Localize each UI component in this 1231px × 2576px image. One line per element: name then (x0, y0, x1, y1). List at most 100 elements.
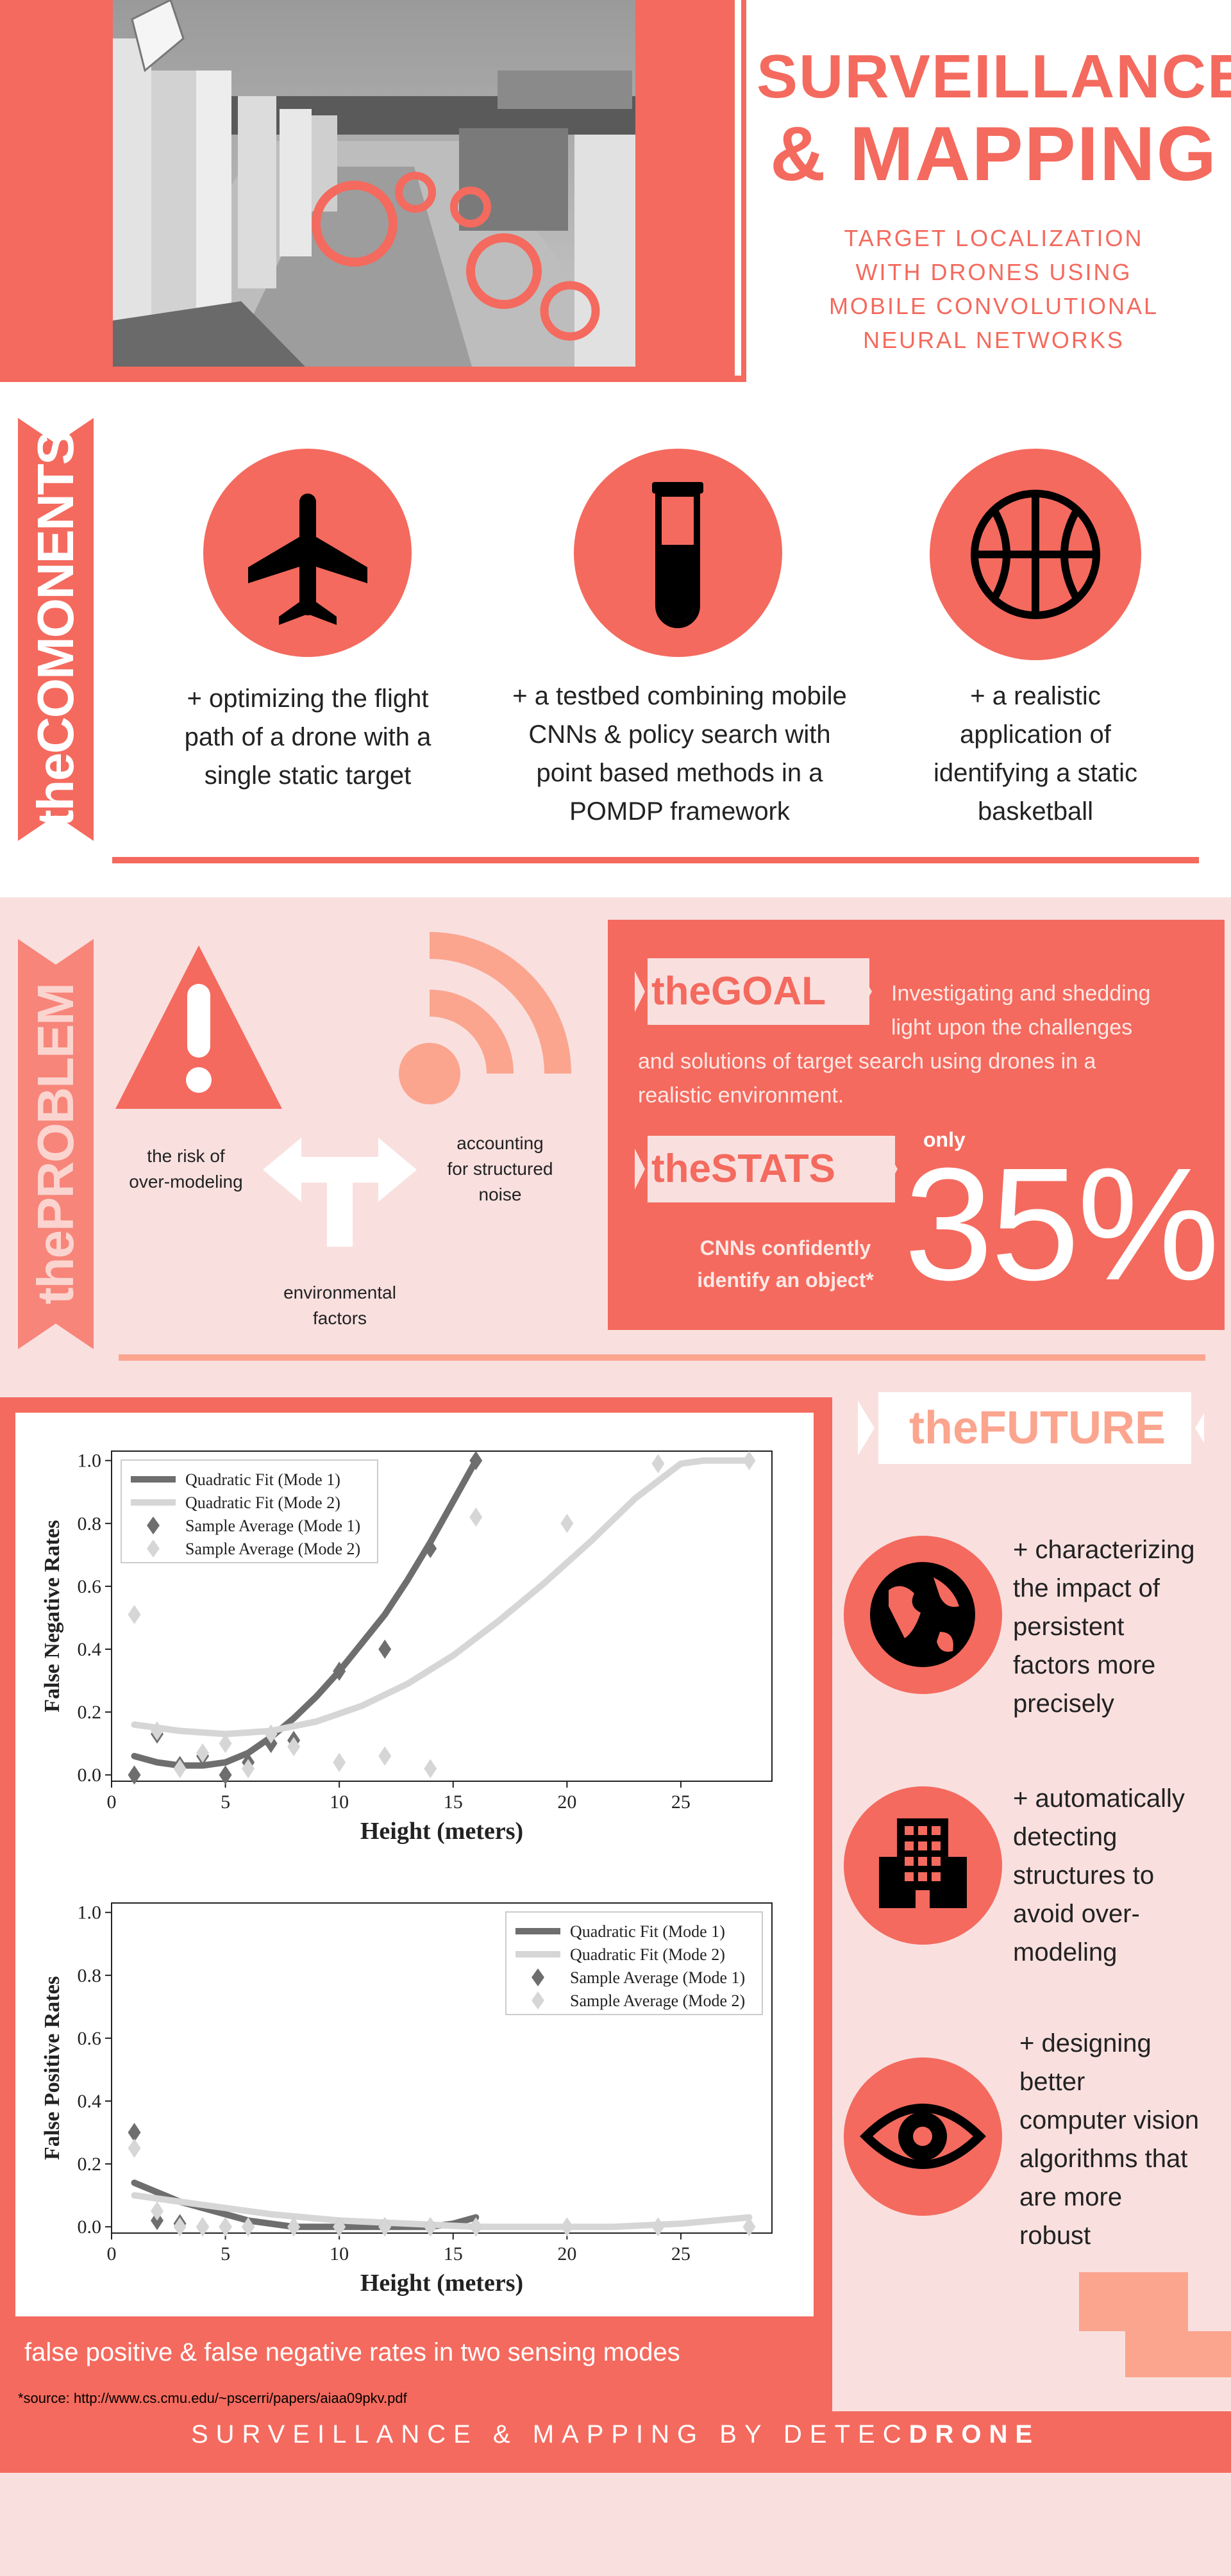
future-line: are more (1019, 2183, 1123, 2211)
x-axis-label: Height (meters) (360, 2270, 523, 2297)
legend-label: Quadratic Fit (Mode 1) (185, 1470, 340, 1489)
footer-credit: SURVEILLANCE & MAPPING BY DETECDRONE (0, 2411, 1231, 2452)
subtitle-line: NEURAL NETWORKS (863, 327, 1125, 353)
future-line: + automatically (1013, 1784, 1185, 1813)
title-line-2: & MAPPING (769, 111, 1218, 197)
sample-point (651, 1454, 665, 1474)
sample-point (469, 1508, 483, 1527)
sample-point (151, 1721, 164, 1741)
y-tick-label: 0.6 (78, 1576, 102, 1597)
sample-point (264, 1724, 278, 1744)
label-line: factors (312, 1308, 367, 1328)
future-line: modeling (1013, 1938, 1118, 1966)
y-axis-label: False Negative Rates (40, 1520, 64, 1712)
problem-banner-label: thePROBLEM (27, 984, 84, 1304)
legend-label: Quadratic Fit (Mode 1) (570, 1922, 725, 1941)
subtitle-line: TARGET LOCALIZATION (844, 225, 1144, 251)
footer-credit-bold: DRONE (909, 2420, 1041, 2448)
legend-label: Sample Average (Mode 2) (570, 1991, 745, 2010)
sample-point (378, 2217, 392, 2237)
future-line: structures to (1013, 1861, 1155, 1890)
subtitle: TARGET LOCALIZATION WITH DRONES USING MO… (789, 221, 1199, 357)
x-tick-label: 15 (444, 2243, 463, 2264)
sample-point (333, 1752, 346, 1772)
component-icon-circle (574, 449, 782, 657)
warning-icon (115, 945, 282, 1109)
subtitle-line: MOBILE CONVOLUTIONAL (828, 293, 1159, 319)
sample-point (378, 1640, 392, 1659)
component-line: application of (960, 720, 1111, 749)
legend-swatch (532, 1968, 544, 1986)
future-line: the impact of (1013, 1574, 1160, 1602)
x-axis-label: Height (meters) (360, 1818, 523, 1845)
problem-divider (119, 1354, 1205, 1361)
sample-point (219, 2217, 232, 2237)
future-text-2: + automatically detecting structures to … (1013, 1779, 1225, 1972)
sample-point (173, 2217, 187, 2237)
future-line: detecting (1013, 1823, 1118, 1851)
footer-band: SURVEILLANCE & MAPPING BY DETECDRONE (0, 2411, 1231, 2473)
legend-swatch (147, 1517, 160, 1534)
sample-point (469, 1450, 483, 1470)
x-tick-label: 5 (221, 1791, 230, 1813)
x-tick-label: 20 (557, 2243, 576, 2264)
title-line-1: SURVEILLANCE (757, 42, 1231, 111)
future-line: better (1019, 2068, 1085, 2096)
goal-line: and solutions of target search using dro… (638, 1049, 1096, 1074)
x-tick-label: 25 (671, 1791, 691, 1813)
x-tick-label: 5 (221, 2243, 230, 2264)
label-line: accounting (456, 1133, 544, 1153)
sample-point (469, 2217, 483, 2237)
component-line: basketball (977, 797, 1094, 826)
label-line: the risk of (147, 1146, 225, 1166)
deco-block-upper (1079, 2272, 1188, 2331)
future-text-1: + characterizing the impact of persisten… (1013, 1531, 1225, 1723)
x-tick-label: 10 (330, 1791, 349, 1813)
stats-prefix: only (923, 1128, 966, 1151)
sample-point (287, 1737, 301, 1757)
x-tick-label: 0 (107, 1791, 117, 1813)
y-tick-label: 1.0 (78, 1902, 102, 1924)
component-line: + a realistic (970, 682, 1101, 710)
future-line: avoid over- (1013, 1900, 1140, 1928)
label-line: environmental (283, 1283, 396, 1302)
sample-point (173, 1759, 187, 1779)
y-tick-label: 0.6 (78, 2028, 102, 2049)
test-tube-icon (652, 482, 703, 628)
building-icon (879, 1818, 967, 1908)
header-divider-line (735, 0, 741, 376)
stats-caption: CNNs confidently identify an object* (680, 1232, 891, 1296)
sample-point (242, 2217, 255, 2237)
sample-point (219, 1734, 232, 1754)
problem-banner: thePROBLEM (18, 939, 94, 1349)
future-line: + characterizing (1013, 1536, 1195, 1564)
x-tick-label: 25 (671, 2243, 691, 2264)
future-tag-notch (853, 1392, 878, 1464)
future-tag-notch-right (1191, 1392, 1217, 1464)
sample-point (333, 2217, 346, 2237)
future-tag-label: theFUTURE (909, 1402, 1166, 1454)
sample-point (742, 1450, 756, 1470)
component-line: point based methods in a (536, 759, 823, 787)
stats-caption-line: identify an object* (697, 1268, 874, 1292)
goal-tag: theGOAL (635, 958, 869, 1025)
components-divider (112, 857, 1199, 863)
legend-label: Sample Average (Mode 2) (185, 1540, 360, 1558)
components-banner: theCOMONENTS (18, 418, 94, 841)
subtitle-line: WITH DRONES USING (855, 259, 1132, 285)
future-line: robust (1019, 2222, 1091, 2250)
future-icon-circle (844, 1786, 1002, 1945)
legend-label: Sample Average (Mode 1) (570, 1968, 745, 1987)
goal-tag-point (853, 958, 872, 1025)
component-text-1: + optimizing the flight path of a drone … (154, 679, 462, 795)
x-tick-label: 0 (107, 2243, 117, 2264)
sample-point (219, 1765, 232, 1785)
future-line: factors more (1013, 1651, 1156, 1679)
eye-icon (860, 2104, 986, 2169)
false-negative-chart: 0 5 10 15 20 25 0.0 0.2 0.4 0.6 0.8 1.0 Height (mete… (40, 1450, 773, 1845)
campus-drone-photo (113, 0, 635, 367)
goal-text-right: Investigating and shedding light upon th… (891, 977, 1225, 1045)
sample-point (151, 2201, 164, 2221)
sample-point (287, 2217, 301, 2237)
sample-point (196, 2217, 210, 2237)
